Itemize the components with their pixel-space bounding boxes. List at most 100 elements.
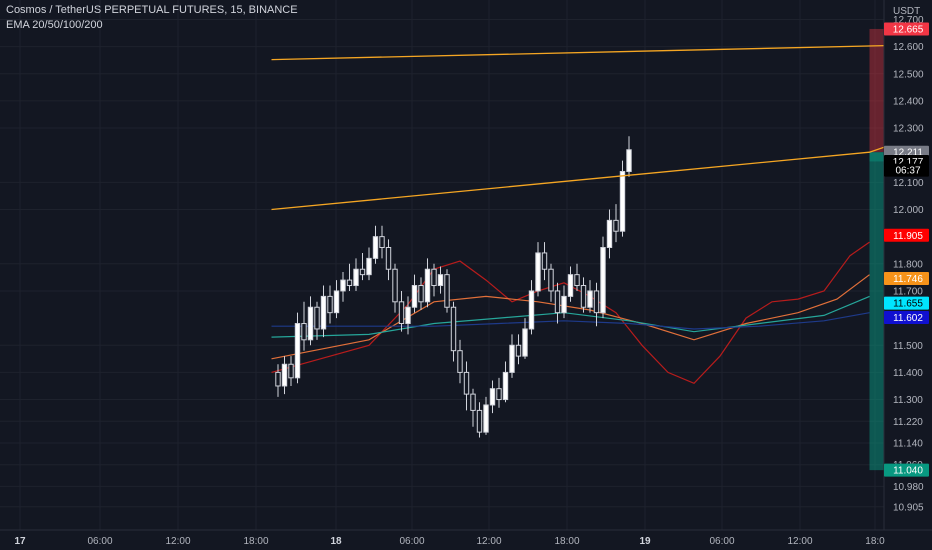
time-tick-label: 18:00 [243,536,268,547]
price-tag [884,228,929,242]
time-tick-label: 06:00 [709,536,734,547]
price-tick-label: 11.220 [893,417,923,428]
candle-body [366,257,372,276]
candle-body [288,363,294,379]
candle-body [385,247,392,270]
candle-body [333,290,340,314]
candle-body [307,306,314,341]
candle-body [450,306,457,352]
candle-body [379,236,385,249]
price-tick-label: 10.980 [893,482,924,493]
candle-body [424,268,431,303]
price-tag [884,296,929,310]
time-axis[interactable] [0,530,932,550]
price-tick-label: 12.300 [893,124,924,135]
candle-body [489,388,496,406]
indicator-legend[interactable]: EMA 20/50/100/200 [6,19,103,31]
candle-body [541,252,548,270]
candle-body [528,290,535,330]
candle-body [359,268,366,276]
symbol-title[interactable]: Cosmos / TetherUS PERPETUAL FUTURES, 15,… [6,4,298,16]
time-tick-label: 17 [14,536,26,547]
candle-body [281,363,288,387]
price-tick-label: 12.100 [893,178,924,189]
candle-body [405,306,411,325]
candle-body [275,371,281,387]
price-tick-label: 10.905 [893,502,924,513]
price-tag [884,271,929,285]
time-tick-label: 12:00 [165,536,190,547]
price-tick-label: 11.400 [893,368,923,379]
ema-lines [271,241,870,385]
candle-body [398,301,405,325]
price-tag-label: 11.602 [893,313,923,324]
candle-body [567,274,574,297]
price-tag-label: 12.665 [893,24,924,35]
candle-body [411,285,418,308]
candle-body [353,268,359,287]
candle-body [431,268,437,287]
candle-body [301,323,307,341]
time-tick-label: 19 [639,536,651,547]
candle-body [470,393,476,411]
candle-body [593,290,600,314]
candle-body [522,328,528,357]
price-tag-label: 12.211 [893,148,923,159]
candle-body [444,274,450,308]
price-tag [884,22,929,36]
time-tick-label: 12:00 [476,536,501,547]
candle-body [483,404,489,433]
grid [0,0,884,530]
price-tick-label: 12.600 [893,42,924,53]
price-tick-label: 12.000 [893,205,924,216]
price-tag-label: 11.905 [893,231,923,242]
candle-body [600,247,606,314]
candle-body [340,279,346,292]
price-tick-label: 11.700 [893,286,923,297]
price-tag-label: 11.746 [893,274,923,285]
price-tag-label: 06:37 [895,166,920,177]
time-tick-label: 06:00 [399,536,424,547]
time-tick-label: 18 [330,536,342,547]
candle-body [619,170,626,232]
candle-body [437,274,444,287]
time-tick-label: 06:00 [87,536,112,547]
price-tick-label: 12.500 [893,69,924,80]
candle-body [606,219,613,249]
candle-body [496,388,502,401]
candle-body [587,290,593,308]
candle-body [314,306,320,330]
candle-body [502,371,509,401]
price-tick-label: 11.300 [893,395,923,406]
candle-body [554,290,561,314]
price-tag-label: 12.177 [893,157,924,168]
candle-body [418,285,424,303]
candle-body [327,295,333,314]
candle-body [320,295,327,330]
candle-body [372,236,379,259]
candle-body [561,295,567,314]
price-tick-label: 11.500 [893,341,923,352]
price-tag-label: 11.040 [893,466,923,477]
candle-body [626,149,632,172]
trendline-2[interactable] [271,101,932,211]
candle-body [574,274,580,287]
candle-body [392,268,398,303]
candle-body [509,344,515,373]
trendlines[interactable] [271,29,932,211]
candle-body [535,252,541,292]
candle-body [457,350,463,373]
candles [275,136,632,438]
trendline-1[interactable] [271,29,932,61]
candle-body [346,279,353,287]
time-tick-label: 18:00 [554,536,579,547]
price-tick-label: 11.800 [893,259,923,270]
price-tick-label: 12.400 [893,96,924,107]
price-tag-label: 11.655 [893,299,923,310]
time-tick-label: 18:0 [865,536,885,547]
candle-body [515,344,522,357]
candle-body [476,409,483,433]
